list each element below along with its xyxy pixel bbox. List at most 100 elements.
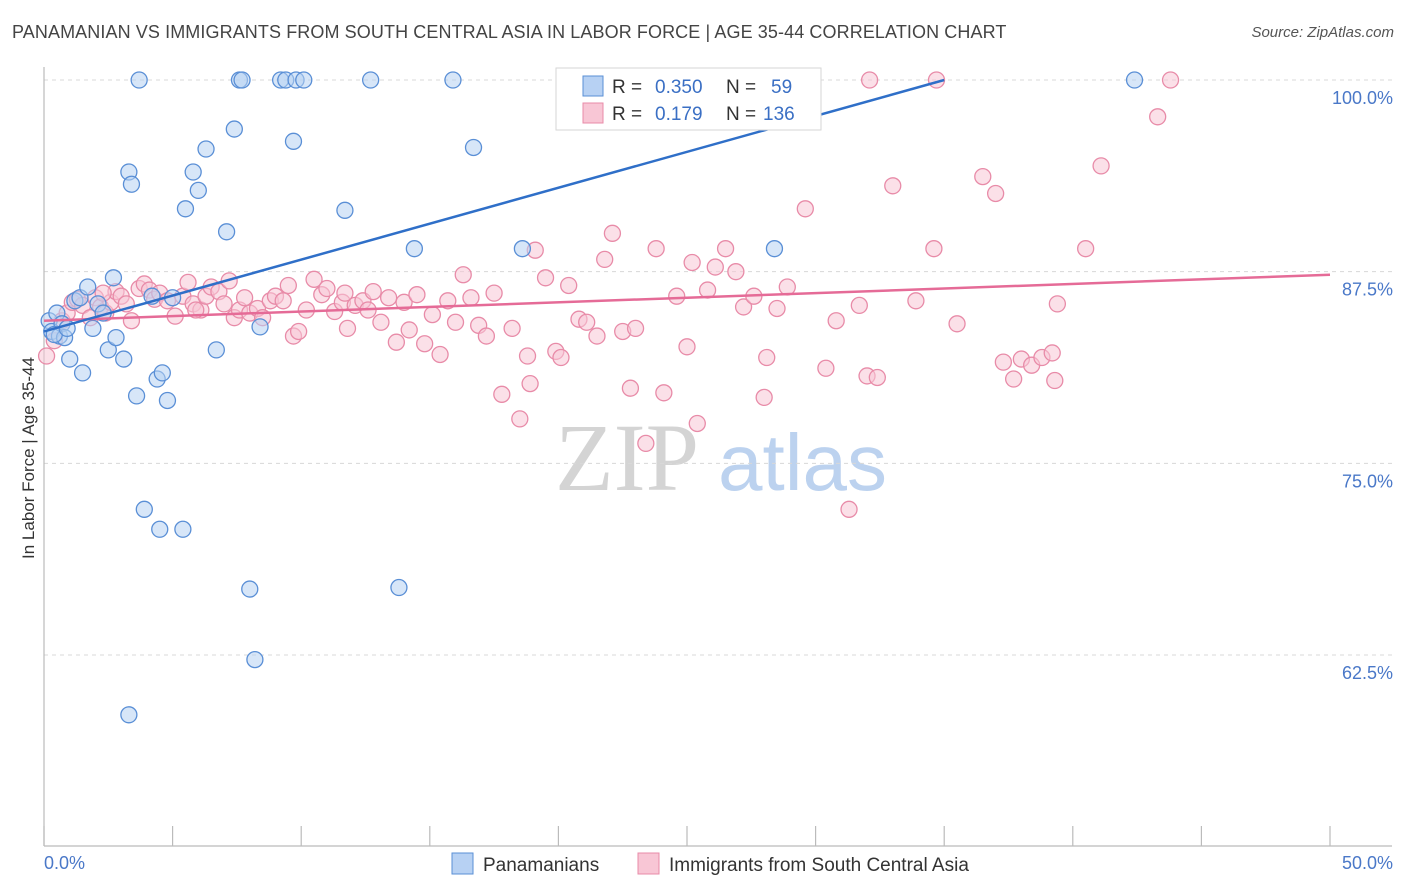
panamanians-point xyxy=(189,181,207,200)
immigrants-point xyxy=(1043,344,1061,362)
immigrants-point xyxy=(521,374,539,393)
immigrants-point xyxy=(768,299,786,318)
immigrants-point xyxy=(336,284,354,302)
immigrants-point xyxy=(1149,108,1167,126)
axes xyxy=(43,67,1392,847)
immigrants-point xyxy=(1004,370,1023,388)
panamanians-point xyxy=(197,140,215,158)
panamanians-point xyxy=(444,71,462,89)
legend-r-label-2: R = xyxy=(612,104,642,125)
immigrants-point xyxy=(1161,71,1180,89)
immigrants-point xyxy=(734,298,753,316)
immigrants-point xyxy=(758,348,776,367)
immigrants-point xyxy=(706,258,724,276)
immigrants-point xyxy=(462,289,480,307)
immigrants-point xyxy=(122,312,141,330)
legend-swatch-pink xyxy=(582,102,604,124)
panamanians-point xyxy=(464,138,483,157)
panamanians-point xyxy=(184,163,202,181)
immigrants-point xyxy=(827,312,845,330)
bottom-legend-label-2: Immigrants from South Central Asia xyxy=(669,855,969,876)
panamanians-point xyxy=(225,120,243,138)
immigrants-point xyxy=(439,292,457,310)
immigrants-point xyxy=(948,315,966,333)
panamanians-point xyxy=(104,269,123,287)
panamanians-point xyxy=(390,578,408,597)
immigrants-point xyxy=(416,335,434,353)
panamanians-point xyxy=(79,278,97,296)
panamanians-point xyxy=(99,341,117,359)
immigrants-point xyxy=(289,322,308,341)
y-tick-label: 100.0% xyxy=(1332,88,1393,108)
immigrants-point xyxy=(994,353,1013,371)
immigrants-point xyxy=(1077,240,1095,258)
panamanians-point xyxy=(241,580,259,598)
immigrants-point xyxy=(318,279,336,298)
watermark-zip: ZIP xyxy=(555,404,699,511)
panamanians-point xyxy=(176,200,195,218)
immigrants-point xyxy=(603,224,622,242)
legend-n-label-2: N = xyxy=(726,104,756,125)
immigrants-point xyxy=(338,319,357,338)
immigrants-point xyxy=(655,384,673,402)
immigrants-point xyxy=(423,305,442,324)
panamanians-point xyxy=(405,240,424,258)
panamanians-point xyxy=(207,341,225,359)
immigrants-point xyxy=(235,289,254,307)
immigrants-point xyxy=(536,269,555,287)
panamanians-point xyxy=(84,319,102,338)
immigrants-point xyxy=(907,292,925,310)
immigrants-point xyxy=(446,313,465,331)
panamanians-point xyxy=(115,350,133,368)
bottom-legend-swatch-blue xyxy=(451,852,474,875)
legend-r-value-1: 0.350 xyxy=(655,77,703,98)
immigrants-point xyxy=(364,282,382,301)
y-tick-label: 87.5% xyxy=(1342,280,1393,300)
immigrants-point xyxy=(560,276,578,295)
panamanians-point xyxy=(153,364,171,382)
immigrants-point xyxy=(974,167,992,186)
immigrants-point xyxy=(755,388,773,407)
immigrants-point xyxy=(1048,295,1067,313)
panamanians-point xyxy=(120,706,138,724)
panamanians-point xyxy=(174,520,192,538)
y-tick-label: 75.0% xyxy=(1342,471,1393,491)
immigrants-point xyxy=(372,313,390,331)
immigrants-point xyxy=(868,368,886,387)
panamanians-point xyxy=(122,175,141,193)
immigrants-point xyxy=(626,319,645,338)
immigrants-point xyxy=(477,327,496,345)
legend-n-value-1: 59 xyxy=(771,77,792,98)
immigrants-point xyxy=(379,289,398,307)
immigrants-point xyxy=(716,240,735,258)
immigrants-point xyxy=(408,286,426,304)
panamanians-point xyxy=(246,650,264,669)
series-legend: Panamanians Immigrants from South Centra… xyxy=(451,852,969,876)
immigrants-point xyxy=(387,333,406,351)
panamanians-point xyxy=(130,71,148,89)
immigrants-point xyxy=(588,327,606,345)
immigrants-point xyxy=(578,313,596,331)
panamanians-point xyxy=(336,201,354,219)
legend-r-label-1: R = xyxy=(612,77,642,98)
immigrants-point xyxy=(215,295,233,313)
immigrants-point xyxy=(850,296,868,315)
immigrants-point xyxy=(678,338,696,356)
immigrants-point xyxy=(683,253,701,272)
legend-swatch-blue xyxy=(582,75,604,97)
source-label: Source: ZipAtlas.com xyxy=(1251,24,1394,41)
y-ticks: 62.5% 75.0% 87.5% 100.0% xyxy=(1332,88,1393,683)
immigrants-trend-line xyxy=(43,273,1331,322)
immigrants-point xyxy=(796,200,814,218)
immigrants-point xyxy=(552,348,570,367)
panamanians-points xyxy=(40,71,1144,724)
panamanians-point xyxy=(233,71,251,89)
panamanians-point xyxy=(73,364,92,382)
immigrants-point xyxy=(454,266,472,284)
bottom-legend-swatch-pink xyxy=(637,852,660,875)
panamanians-point xyxy=(158,391,177,410)
immigrants-point xyxy=(431,345,449,364)
immigrants-point xyxy=(688,414,706,433)
legend-n-label-1: N = xyxy=(726,77,756,98)
immigrants-point xyxy=(511,410,529,428)
